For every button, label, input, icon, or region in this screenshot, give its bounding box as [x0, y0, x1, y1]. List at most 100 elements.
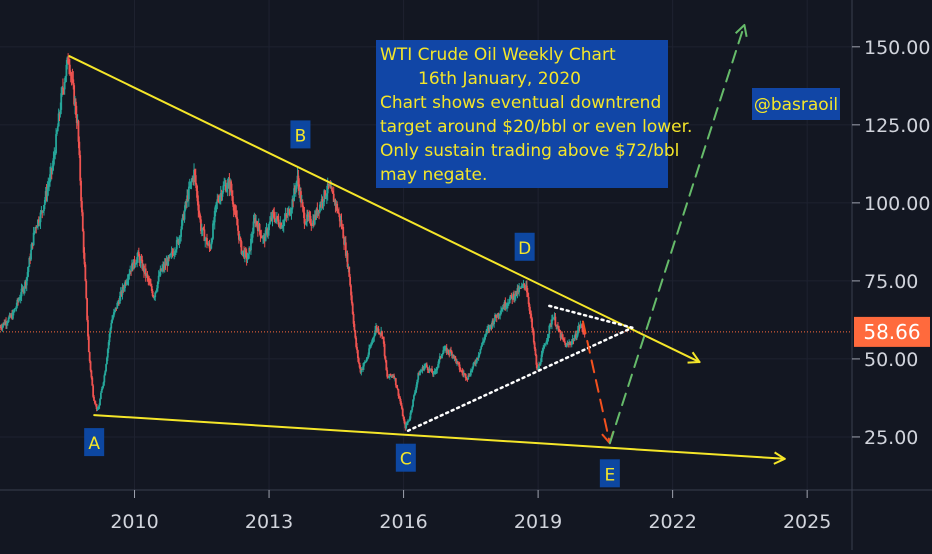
candle-body [269, 221, 271, 225]
candle-body [358, 362, 361, 368]
candle-body [174, 252, 176, 254]
candle-body [209, 248, 212, 250]
candle-body [113, 310, 116, 313]
candle-body [414, 389, 417, 393]
point-labels-layer: A B C D E [84, 120, 620, 488]
candle-body [554, 316, 557, 326]
candle-body [313, 214, 316, 225]
y-tick-label: 25.00 [864, 427, 918, 449]
candle-body [354, 330, 357, 338]
candle-body [383, 343, 386, 357]
candle-body [156, 288, 158, 291]
candle-body [12, 311, 14, 319]
candle-body [161, 268, 164, 271]
candle-body [454, 356, 457, 359]
point-label-box [395, 443, 416, 472]
candle-body [54, 153, 57, 156]
candle-body [305, 222, 308, 224]
candle-body [100, 389, 103, 393]
candle-body [455, 358, 458, 364]
candle-body [426, 367, 429, 370]
candle-body [369, 344, 372, 348]
candle-body [180, 229, 182, 237]
candle-body [5, 323, 8, 325]
candle-body [295, 181, 298, 189]
candle-body [196, 191, 199, 202]
candle-body [154, 292, 157, 298]
candle-body [239, 238, 242, 242]
candle-body [531, 318, 533, 328]
candle-body [526, 292, 529, 297]
candle-body [482, 341, 484, 343]
candle-body [409, 412, 412, 419]
candle-body [98, 405, 101, 409]
candle-body [144, 268, 147, 276]
candle-body [284, 214, 287, 219]
candle-body [146, 274, 149, 278]
candle-body [194, 175, 197, 185]
candle-body [281, 225, 284, 228]
candle-body [159, 268, 162, 276]
candle-body [438, 359, 440, 365]
candle-body [103, 375, 106, 383]
candle-body [79, 155, 82, 181]
candle-body [466, 378, 469, 380]
candle-body [173, 252, 176, 255]
candle-body [210, 242, 213, 249]
x-tick-label: 2013 [245, 511, 293, 533]
candle-body [450, 350, 452, 352]
candle-body [501, 307, 504, 310]
note-line: Chart shows eventual downtrend [380, 93, 661, 113]
candle-body [149, 281, 151, 285]
candle-body [411, 406, 414, 411]
candle-body [175, 249, 177, 253]
candle-body [81, 212, 84, 232]
candle-body [134, 264, 137, 266]
candle-body [283, 218, 286, 221]
arrowhead-projection-up [734, 23, 748, 37]
candle-body [449, 350, 452, 354]
candle-body [281, 227, 283, 229]
candle-body [244, 250, 247, 253]
candle-body [294, 188, 297, 190]
candle-body [129, 270, 132, 274]
candle-body [33, 230, 36, 233]
candle-body [93, 400, 96, 404]
candle-body [69, 72, 72, 75]
candle-body [388, 376, 390, 378]
candle-body [88, 352, 91, 362]
candle-body [535, 355, 538, 365]
candle-body [121, 287, 124, 295]
candle-body [325, 193, 328, 197]
candle-body [23, 288, 26, 292]
candle-body [74, 101, 77, 115]
candle-body [116, 303, 119, 309]
candle-body [480, 346, 483, 350]
candle-body [319, 204, 321, 212]
candle-body [247, 253, 250, 259]
candle-body [14, 308, 17, 310]
candles-layer [0, 53, 586, 431]
point-label-box [514, 232, 535, 261]
candle-body [71, 78, 74, 80]
x-tick-label: 2019 [514, 511, 562, 533]
candle-body [545, 340, 548, 344]
candle-body [157, 275, 160, 282]
candle-body [109, 328, 112, 334]
candle-body [500, 310, 502, 314]
trendline-triangle-top [548, 304, 634, 329]
arrowhead-lower [773, 451, 786, 465]
candle-body [536, 364, 539, 370]
candle-body [92, 385, 95, 397]
candle-body [84, 264, 87, 281]
candle-body [417, 373, 420, 380]
candle-body [155, 290, 157, 293]
candle-body [236, 217, 239, 226]
candle-body [561, 334, 564, 338]
candle-body [400, 405, 403, 409]
candle-body [538, 364, 541, 366]
candle-body [181, 219, 183, 230]
candle-body [85, 280, 88, 299]
candle-body [64, 76, 67, 83]
